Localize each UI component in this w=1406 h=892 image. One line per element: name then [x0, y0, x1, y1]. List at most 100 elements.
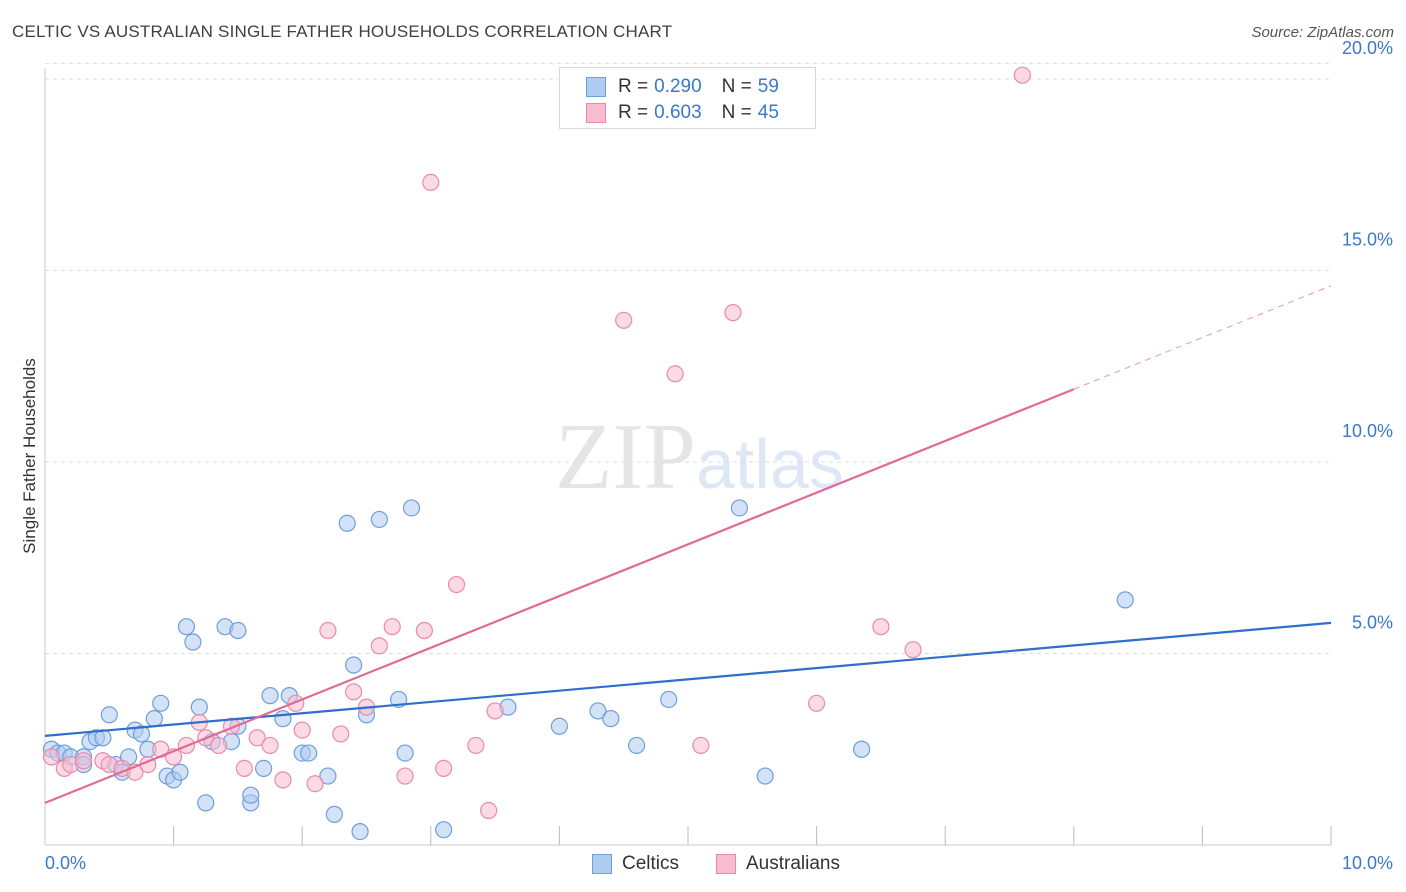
legend-r-value: 0.603	[654, 102, 702, 123]
australians-point	[807, 694, 826, 712]
chart-source: Source: ZipAtlas.com	[1251, 24, 1394, 41]
bottom-legend-celtics: Celtics	[592, 852, 679, 876]
chart-title: CELTIC VS AUSTRALIAN SINGLE FATHER HOUSE…	[12, 22, 673, 41]
australians-point	[447, 575, 466, 594]
celtics-point	[435, 821, 453, 839]
australians-point	[615, 311, 633, 329]
legend-r-value: 0.290	[654, 76, 702, 97]
celtics-point	[660, 690, 678, 709]
australians-point	[1013, 66, 1031, 84]
australians-point	[435, 759, 453, 778]
australians-point	[724, 304, 742, 322]
australians-point	[274, 771, 292, 789]
celtics-point	[242, 786, 260, 804]
australians-point	[904, 641, 922, 659]
bottom-legend-label-australians: Australians	[746, 853, 840, 874]
australians-point	[486, 702, 504, 720]
celtics-point	[589, 702, 607, 720]
bottom-legend-swatch-australians	[716, 854, 736, 874]
australians-point	[210, 736, 228, 755]
x-tick-label: 10.0%	[1342, 853, 1393, 873]
celtics-point	[351, 822, 369, 841]
legend-n-value: 45	[757, 102, 779, 123]
australians-point	[319, 621, 337, 640]
axis-layer	[44, 68, 1332, 846]
y-axis-label: Single Father Households	[20, 358, 39, 554]
celtics-point	[602, 710, 620, 728]
celtics-point	[190, 698, 208, 716]
celtics-point	[100, 706, 118, 724]
celtics-point	[197, 794, 215, 812]
celtics-point	[184, 633, 202, 651]
australians-point	[370, 637, 388, 655]
legend-row-australians: R = 0.603 N = 45	[586, 102, 779, 124]
bottom-legend-label-celtics: Celtics	[622, 853, 680, 874]
trend-layer	[44, 285, 1332, 804]
australians-point	[248, 729, 266, 747]
point-layer	[42, 66, 1134, 841]
grid-layer	[45, 63, 1331, 654]
australians-point	[332, 725, 350, 743]
australians-point	[74, 752, 93, 770]
legend-box: R = 0.290 N = 59 R = 0.603 N = 45	[559, 67, 816, 129]
australians-point	[422, 173, 440, 192]
celtics-trendline	[44, 621, 1332, 737]
celtics-point	[300, 744, 318, 762]
bottom-legend-australians: Australians	[716, 852, 840, 876]
celtics-point	[853, 740, 871, 758]
celtics-point	[261, 687, 279, 705]
australians-trendline	[44, 388, 1075, 804]
y-tick-label: 15.0%	[1342, 230, 1393, 250]
australians-point	[306, 775, 324, 793]
legend-swatch-celtics	[586, 77, 606, 97]
australians-point	[42, 748, 61, 766]
australians-point	[345, 683, 363, 701]
australians-point	[872, 618, 890, 636]
legend-swatch-australians	[586, 103, 606, 123]
celtics-point	[319, 767, 337, 785]
australians-trendline-extension	[1073, 285, 1332, 390]
australians-point	[293, 721, 311, 739]
bottom-legend-swatch-celtics	[592, 854, 612, 874]
australians-point	[415, 621, 433, 640]
celtics-point	[345, 656, 363, 674]
legend-n-value: 59	[757, 76, 779, 97]
australians-point	[383, 618, 401, 636]
australians-point	[666, 365, 684, 383]
australians-point	[692, 736, 710, 755]
y-tick-label: 5.0%	[1352, 613, 1393, 633]
celtics-point	[255, 759, 273, 778]
celtics-point	[171, 763, 189, 781]
celtics-point	[730, 499, 749, 517]
celtics-point	[338, 514, 356, 532]
legend-r-label: R =	[618, 76, 649, 97]
label-layer: 5.0% 10.0% 15.0% 20.0% 0.0% 10.0% Single Fathe…	[20, 38, 1393, 873]
legend-r-label: R =	[618, 102, 649, 123]
celtics-point	[177, 618, 196, 636]
celtics-point	[550, 717, 569, 735]
x-tick-label: 0.0%	[45, 853, 86, 873]
australians-point	[261, 736, 279, 755]
celtics-point	[756, 767, 774, 785]
celtics-point	[274, 710, 292, 728]
celtics-point	[132, 725, 151, 743]
australians-point	[235, 759, 253, 778]
celtics-point	[325, 805, 343, 823]
y-tick-label: 10.0%	[1342, 421, 1393, 441]
legend-n-label: N =	[721, 76, 752, 97]
y-tick-label: 20.0%	[1342, 38, 1393, 58]
celtics-point	[627, 736, 646, 755]
legend-n-label: N =	[721, 102, 752, 123]
legend-row-celtics: R = 0.290 N = 59	[586, 76, 779, 98]
celtics-point	[229, 621, 247, 640]
celtics-point	[152, 694, 170, 712]
australians-point	[396, 767, 414, 785]
celtics-point	[402, 499, 421, 517]
celtics-point	[396, 744, 414, 762]
australians-point	[467, 736, 485, 755]
australians-point	[480, 801, 498, 820]
celtics-point	[145, 710, 163, 728]
celtics-point	[1116, 591, 1134, 609]
celtics-point	[370, 510, 388, 529]
